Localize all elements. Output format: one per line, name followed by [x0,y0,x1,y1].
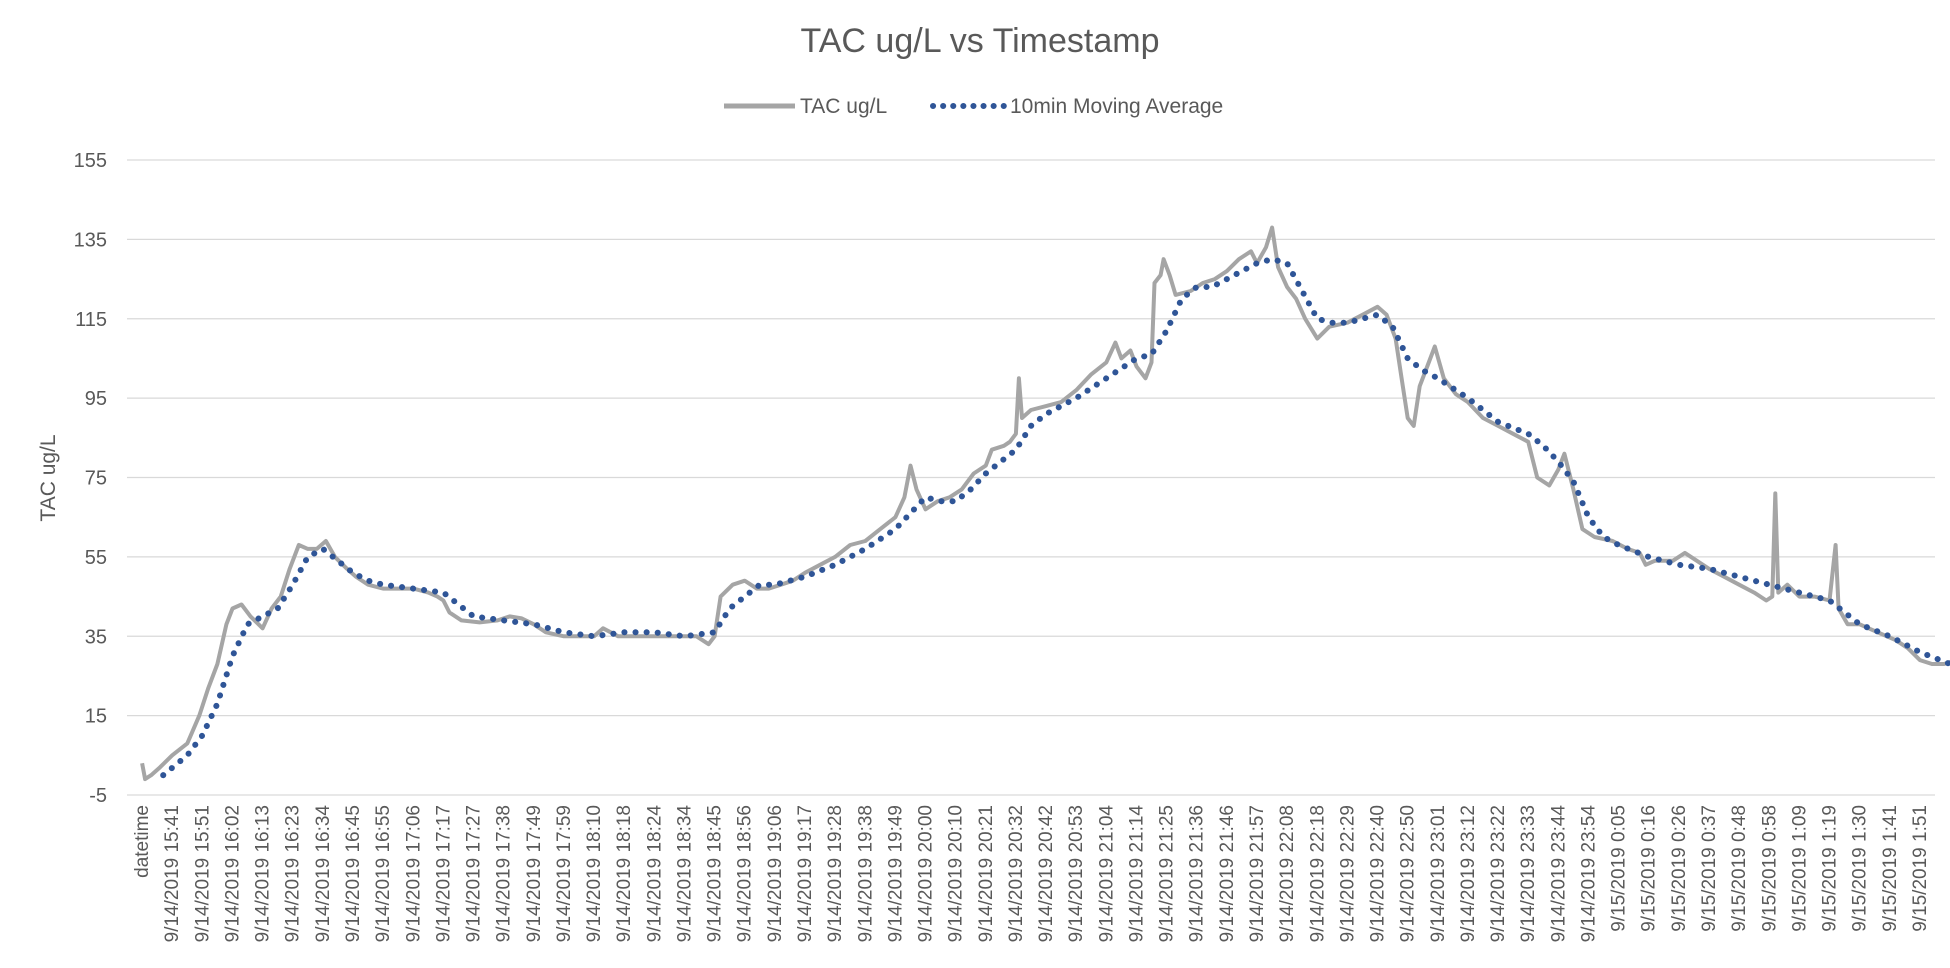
x-tick-label: 9/14/2019 19:17 [795,805,816,942]
y-tick-label: 135 [74,229,107,251]
x-tick-label: 9/15/2019 1:09 [1789,805,1810,932]
x-tick-label: 9/15/2019 0:58 [1759,805,1780,932]
y-tick-label: 35 [85,626,107,648]
x-tick-label: 9/14/2019 17:49 [524,805,545,942]
x-tick-label: 9/14/2019 22:08 [1277,805,1298,942]
x-tick-label: 9/14/2019 17:06 [403,805,424,942]
x-tick-label: 9/15/2019 1:41 [1880,805,1901,932]
x-tick-label: 9/14/2019 16:45 [343,805,364,942]
x-tick-label: 9/14/2019 21:25 [1157,805,1178,942]
x-tick-label: 9/14/2019 16:13 [253,805,274,942]
y-tick-label: 115 [75,309,107,331]
x-tick-label: 9/14/2019 16:34 [313,805,334,943]
y-tick-label: 155 [74,150,107,172]
x-tick-label: 9/14/2019 20:42 [1036,805,1057,942]
x-tick-label: 9/14/2019 22:29 [1337,805,1358,942]
x-tick-label: 9/14/2019 16:02 [222,805,243,942]
y-tick-label: 75 [85,468,107,490]
x-tick-label: 9/14/2019 20:21 [976,805,997,942]
x-tick-label: 9/14/2019 18:18 [614,805,635,942]
y-axis-label: TAC ug/L [37,434,60,521]
x-tick-label: 9/14/2019 15:41 [162,805,183,942]
series-line-moving-average [160,256,1950,779]
x-tick-label: 9/14/2019 18:34 [674,805,695,943]
series-lines [140,225,1950,782]
x-tick-label: 9/14/2019 18:10 [584,805,605,942]
x-tick-label: 9/14/2019 22:50 [1398,805,1419,942]
x-tick-label: 9/14/2019 18:56 [735,805,756,942]
x-tick-label: 9/14/2019 16:55 [373,805,394,942]
x-tick-label: 9/14/2019 18:24 [644,805,665,943]
y-tick-label: 55 [85,547,107,569]
x-tick-label: 9/14/2019 20:10 [946,805,967,942]
x-tick-label: 9/14/2019 17:38 [494,805,515,942]
x-tick-label: 9/15/2019 0:05 [1609,805,1630,932]
x-tick-label: 9/15/2019 0:16 [1639,805,1660,932]
x-tick-label: 9/14/2019 19:38 [855,805,876,942]
x-tick-label: 9/14/2019 23:54 [1578,805,1599,943]
x-tick-label: 9/14/2019 22:40 [1368,805,1389,942]
x-tick-label: 9/14/2019 17:17 [433,805,454,942]
x-tick-label: 9/14/2019 20:32 [1006,805,1027,942]
x-tick-label: 9/14/2019 20:00 [916,805,937,942]
x-tick-label: 9/14/2019 21:46 [1217,805,1238,942]
y-tick-label: -5 [89,785,107,807]
chart-title: TAC ug/L vs Timestamp [801,22,1160,60]
x-tick-label: 9/14/2019 23:22 [1488,805,1509,942]
x-tick-label: 9/14/2019 21:36 [1187,805,1208,942]
x-tick-label: 9/14/2019 16:23 [283,805,304,942]
x-tick-label: 9/14/2019 23:44 [1548,805,1569,943]
x-tick-label: 9/14/2019 23:01 [1428,805,1449,942]
x-tick-label: 9/15/2019 1:30 [1850,805,1871,932]
x-tick-label: 9/15/2019 0:37 [1699,805,1720,932]
x-tick-label: 9/14/2019 15:51 [192,805,213,942]
x-tick-label: 9/15/2019 1:51 [1910,805,1931,932]
x-tick-label: 9/14/2019 18:45 [705,805,726,942]
x-tick-label: 9/14/2019 19:49 [885,805,906,942]
gridlines [127,159,1935,796]
series-line-tac [140,225,1950,782]
x-tick-label: 9/14/2019 23:12 [1458,805,1479,942]
x-tick-label: 9/14/2019 22:18 [1307,805,1328,942]
x-axis-ticks: datetime 9/14/2019 15:41 9/14/2019 15:51 9/… [132,805,1931,943]
x-tick-label: 9/14/2019 21:57 [1247,805,1268,942]
x-tick-label: 9/14/2019 23:33 [1518,805,1539,942]
x-tick-label: 9/14/2019 19:06 [765,805,786,942]
x-tick-label: datetime [132,805,153,878]
legend-label-moving-average: 10min Moving Average [1010,95,1223,118]
legend: TAC ug/L 10min Moving Average [724,95,1223,118]
x-tick-label: 9/14/2019 19:28 [825,805,846,942]
x-tick-label: 9/14/2019 21:14 [1126,805,1147,943]
x-tick-label: 9/15/2019 0:26 [1669,805,1690,932]
y-tick-label: 15 [85,706,107,728]
x-tick-label: 9/15/2019 0:48 [1729,805,1750,932]
x-tick-label: 9/14/2019 21:04 [1096,805,1117,943]
x-tick-label: 9/14/2019 17:27 [464,805,485,942]
y-tick-label: 95 [85,388,107,410]
x-tick-label: 9/14/2019 17:59 [554,805,575,942]
x-tick-label: 9/14/2019 20:53 [1066,805,1087,942]
y-axis-ticks: -5 15 35 55 75 95 115 135 155 [74,150,107,807]
x-tick-label: 9/15/2019 1:19 [1820,805,1841,932]
legend-label-tac: TAC ug/L [800,95,887,118]
